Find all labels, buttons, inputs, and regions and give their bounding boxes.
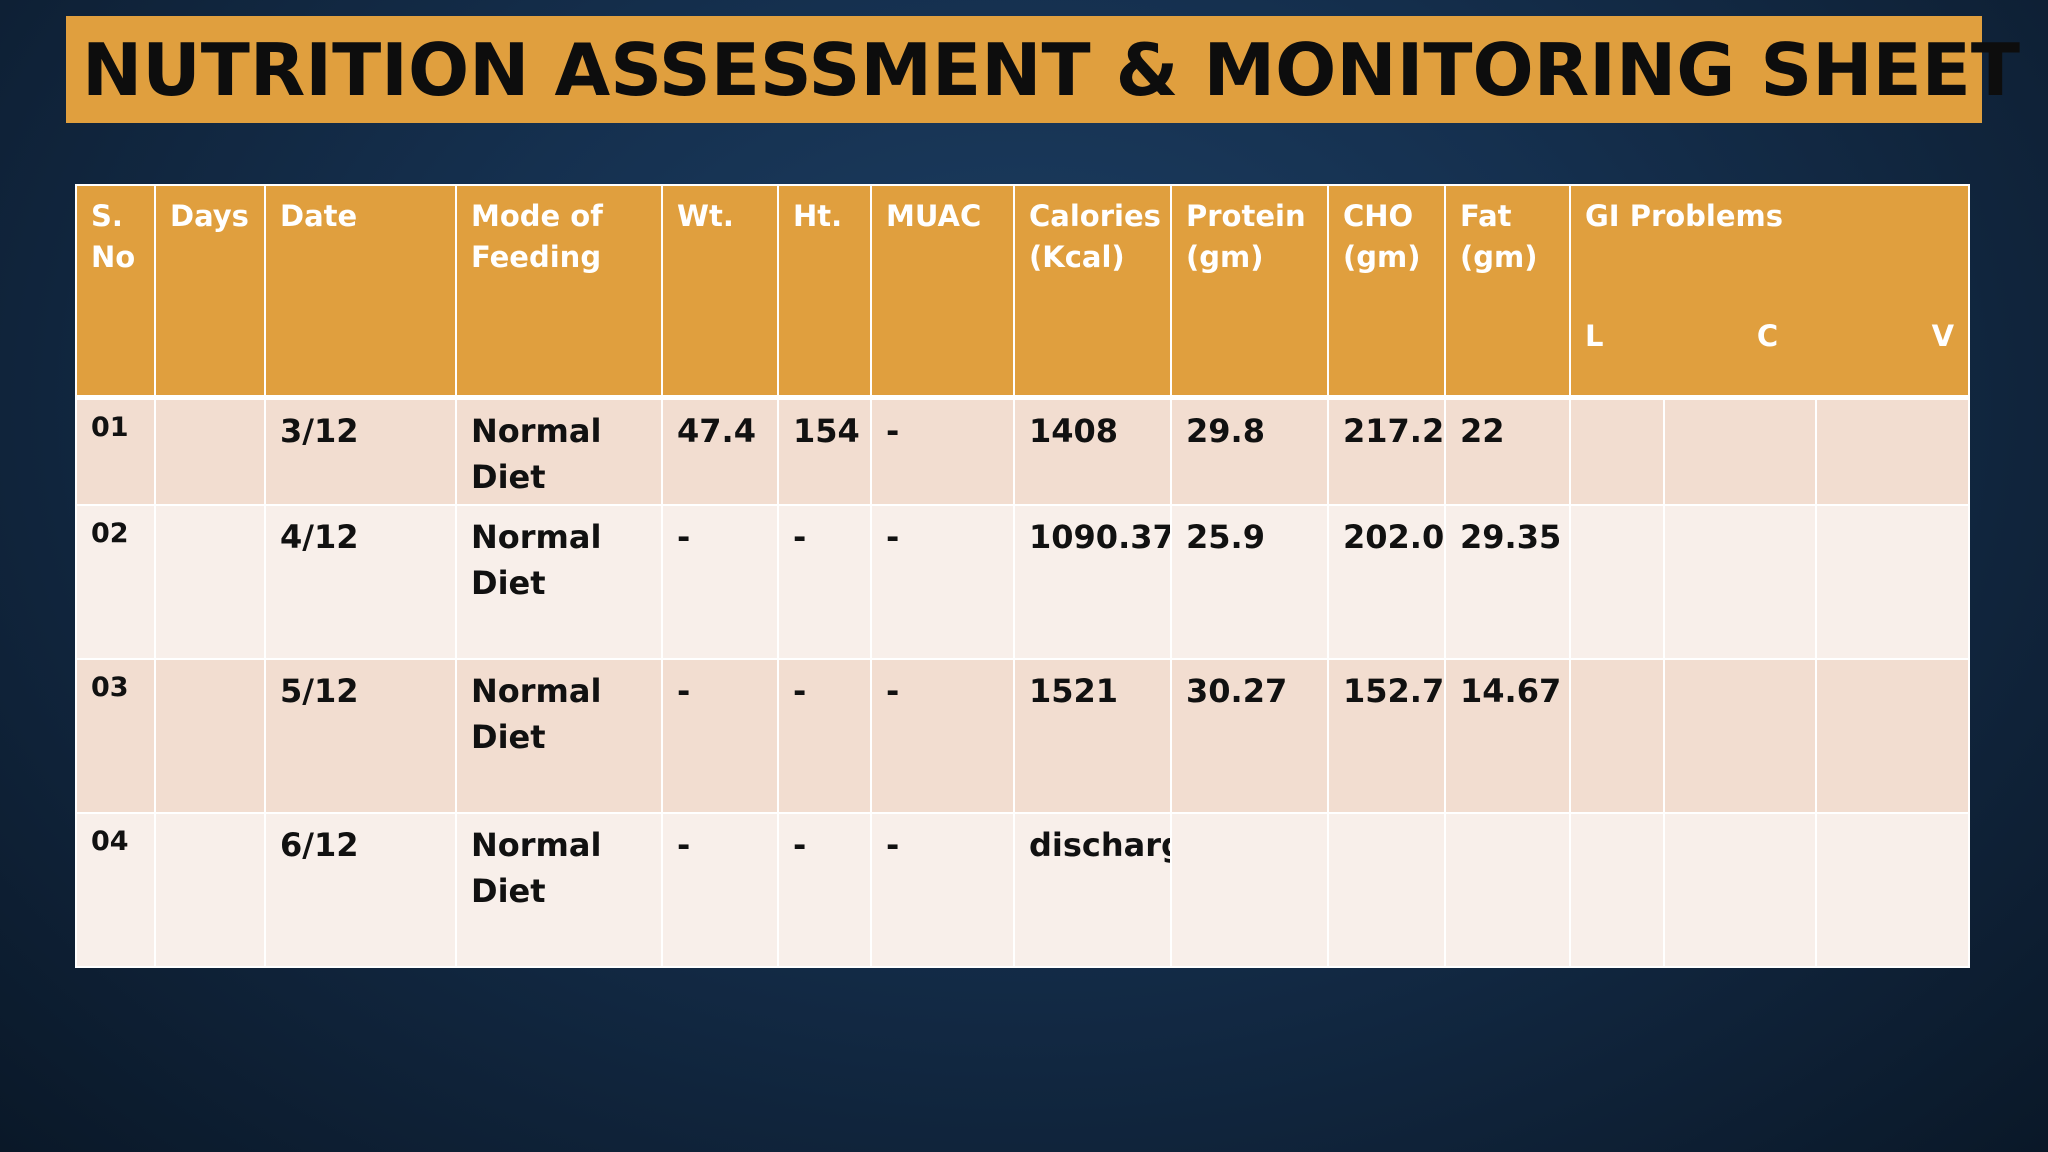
table-row: 01 3/12 Normal Diet 47.4 154 - 1408 29.8… — [75, 396, 1971, 506]
cell-days — [154, 658, 266, 814]
cell-sno: 02 — [75, 504, 156, 660]
cell-ht: - — [777, 658, 872, 814]
cell-fat: 14.67 — [1444, 658, 1571, 814]
cell-gi-l — [1569, 504, 1665, 660]
header-cho: CHO (gm) — [1327, 184, 1446, 398]
header-gi-problems: GI Problems L C V — [1568, 184, 1971, 398]
header-calories: Calories (Kcal) — [1013, 184, 1172, 398]
cell-ht: 154 — [777, 396, 872, 506]
cell-sno: 01 — [75, 396, 156, 506]
cell-muac: - — [870, 658, 1015, 814]
table-row: 03 5/12 Normal Diet - - - 1521 30.27 152… — [75, 658, 1971, 814]
header-date: Date — [264, 184, 457, 398]
cell-fat — [1444, 812, 1571, 968]
cell-gi-v — [1814, 504, 1971, 660]
cell-calories: 1090.37 — [1013, 504, 1172, 660]
cell-fat: 29.35 — [1444, 504, 1571, 660]
cell-cho — [1327, 812, 1446, 968]
cell-protein: 25.9 — [1170, 504, 1329, 660]
cell-gi-l — [1569, 396, 1665, 506]
cell-calories: discharge — [1013, 812, 1172, 968]
header-protein: Protein (gm) — [1170, 184, 1329, 398]
header-muac: MUAC — [870, 184, 1015, 398]
cell-gi-v — [1814, 396, 1971, 506]
cell-protein — [1170, 812, 1329, 968]
header-gi-c: C — [1756, 319, 1779, 353]
cell-protein: 30.27 — [1170, 658, 1329, 814]
cell-days — [154, 396, 266, 506]
cell-date: 6/12 — [264, 812, 457, 968]
cell-gi-l — [1569, 812, 1665, 968]
cell-gi-v — [1814, 812, 1971, 968]
page-title: NUTRITION ASSESSMENT & MONITORING SHEET — [82, 27, 2020, 112]
header-gi-problems-label: GI Problems — [1585, 199, 1784, 233]
cell-mode: Normal Diet — [455, 812, 663, 968]
header-fat: Fat (gm) — [1444, 184, 1571, 398]
cell-mode: Normal Diet — [455, 396, 663, 506]
cell-muac: - — [870, 396, 1015, 506]
table-row: 04 6/12 Normal Diet - - - discharge — [75, 812, 1971, 968]
cell-fat: 22 — [1444, 396, 1571, 506]
cell-gi-l — [1569, 658, 1665, 814]
gi-subheaders: L C V — [1585, 316, 1954, 357]
cell-muac: - — [870, 812, 1015, 968]
cell-date: 5/12 — [264, 658, 457, 814]
cell-calories: 1408 — [1013, 396, 1172, 506]
cell-cho: 152.7 — [1327, 658, 1446, 814]
nutrition-table: S. No Days Date Mode of Feeding Wt. Ht. … — [75, 184, 1971, 968]
header-sno: S. No — [75, 184, 156, 398]
title-banner: NUTRITION ASSESSMENT & MONITORING SHEET — [66, 16, 2020, 123]
cell-gi-c — [1663, 396, 1817, 506]
cell-mode: Normal Diet — [455, 504, 663, 660]
cell-date: 4/12 — [264, 504, 457, 660]
cell-mode: Normal Diet — [455, 658, 663, 814]
cell-sno: 03 — [75, 658, 156, 814]
cell-gi-c — [1663, 812, 1817, 968]
header-gi-v: V — [1931, 319, 1955, 353]
cell-days — [154, 504, 266, 660]
header-mode-of-feeding: Mode of Feeding — [455, 184, 663, 398]
cell-muac: - — [870, 504, 1015, 660]
cell-protein: 29.8 — [1170, 396, 1329, 506]
table-row: 02 4/12 Normal Diet - - - 1090.37 25.9 2… — [75, 504, 1971, 660]
cell-ht: - — [777, 812, 872, 968]
cell-wt: - — [661, 504, 779, 660]
cell-cho: 202.0 — [1327, 504, 1446, 660]
cell-date: 3/12 — [264, 396, 457, 506]
cell-ht: - — [777, 504, 872, 660]
header-gi-l: L — [1585, 319, 1604, 353]
header-height: Ht. — [777, 184, 872, 398]
cell-gi-c — [1663, 658, 1817, 814]
cell-wt: 47.4 — [661, 396, 779, 506]
cell-calories: 1521 — [1013, 658, 1172, 814]
cell-days — [154, 812, 266, 968]
header-days: Days — [154, 184, 266, 398]
cell-cho: 217.2 — [1327, 396, 1446, 506]
cell-gi-c — [1663, 504, 1817, 660]
cell-wt: - — [661, 812, 779, 968]
header-row: S. No Days Date Mode of Feeding Wt. Ht. … — [75, 184, 1971, 398]
cell-gi-v — [1814, 658, 1971, 814]
cell-wt: - — [661, 658, 779, 814]
header-weight: Wt. — [661, 184, 779, 398]
cell-sno: 04 — [75, 812, 156, 968]
